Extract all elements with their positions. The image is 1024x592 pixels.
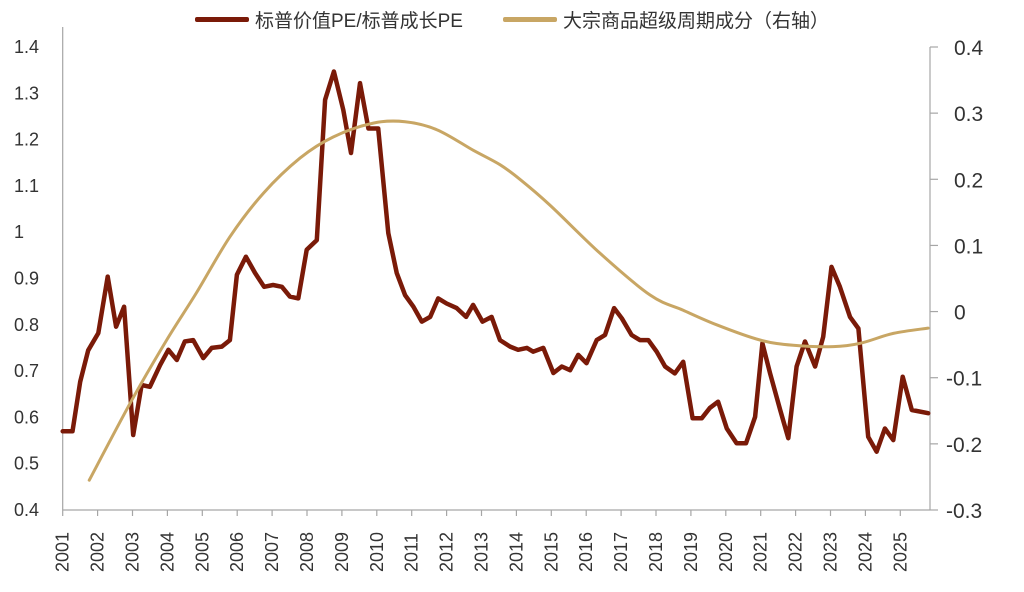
- x-tick-label: 2020: [716, 532, 736, 572]
- x-tick-label: 2024: [855, 532, 875, 572]
- x-tick-label: 2022: [786, 532, 806, 572]
- x-tick-label: 2011: [402, 533, 422, 572]
- x-tick-label: 2009: [332, 532, 352, 572]
- left-tick-label: 1.1: [14, 176, 39, 196]
- left-tick-label: 1.2: [14, 130, 39, 150]
- x-tick-label: 2023: [821, 532, 841, 572]
- x-tick-label: 2001: [53, 532, 73, 572]
- left-tick-label: 0.9: [14, 269, 39, 289]
- left-tick-label: 0.6: [14, 407, 39, 427]
- legend-item-commodity-cycle: 大宗商品超级周期成分（右轴）: [502, 6, 829, 33]
- left-tick-label: 1.4: [14, 37, 39, 57]
- right-tick-label: 0.4: [954, 37, 984, 60]
- x-tick-label: 2002: [88, 532, 108, 572]
- right-tick-label: 0.3: [954, 103, 983, 126]
- x-tick-label: 2017: [611, 532, 631, 572]
- left-tick-label: 0.4: [14, 500, 39, 520]
- series-line-commodity-cycle: [87, 119, 930, 482]
- axes: 0.4 0.5 0.6 0.7 0.8 0.9 1 1.1 1.2 1.3 1.4 -0.3 -0.2 -…: [14, 27, 984, 572]
- right-tick-label: -0.1: [946, 368, 982, 391]
- series-line-value-growth-pe: [60, 69, 931, 454]
- right-tick-label: 0.2: [954, 169, 983, 192]
- x-tick-label: 2013: [472, 532, 492, 572]
- x-tick-label: 2004: [157, 532, 177, 572]
- legend-item-value-growth-pe: 标普价值PE/标普成长PE: [195, 6, 463, 33]
- right-tick-label: 0: [954, 302, 966, 325]
- x-tick-label: 2007: [262, 532, 282, 572]
- x-tick-label: 2003: [123, 532, 143, 572]
- x-tick-label: 2010: [367, 532, 387, 572]
- right-tick-label: -0.2: [946, 434, 982, 457]
- right-tick-label: -0.3: [946, 500, 982, 523]
- x-tick-label: 2005: [192, 532, 212, 572]
- legend: 标普价值PE/标普成长PE 大宗商品超级周期成分（右轴）: [0, 6, 1024, 33]
- x-tick-label: 2006: [227, 532, 247, 572]
- x-tick-label: 2025: [890, 532, 910, 572]
- legend-swatch-commodity-cycle: [502, 17, 557, 22]
- x-tick-label: 2016: [576, 532, 596, 572]
- x-tick-label: 2008: [297, 532, 317, 572]
- legend-label-commodity-cycle: 大宗商品超级周期成分（右轴）: [562, 11, 829, 32]
- legend-label-value-growth-pe: 标普价值PE/标普成长PE: [255, 11, 463, 32]
- left-tick-label: 1: [14, 222, 24, 242]
- legend-swatch-value-growth-pe: [195, 17, 249, 22]
- x-tick-label: 2021: [751, 532, 771, 572]
- left-tick-label: 0.5: [14, 454, 39, 474]
- x-tick-label: 2019: [681, 532, 701, 572]
- series-lines: [60, 69, 931, 482]
- x-tick-label: 2018: [646, 532, 666, 572]
- x-tick-label: 2015: [541, 532, 561, 572]
- x-tick-label: 2014: [506, 532, 526, 572]
- left-tick-label: 0.7: [14, 361, 39, 381]
- x-tick-label: 2012: [437, 532, 457, 572]
- left-tick-label: 1.3: [14, 83, 39, 103]
- right-tick-label: 0.1: [954, 235, 983, 258]
- left-tick-label: 0.8: [14, 315, 39, 335]
